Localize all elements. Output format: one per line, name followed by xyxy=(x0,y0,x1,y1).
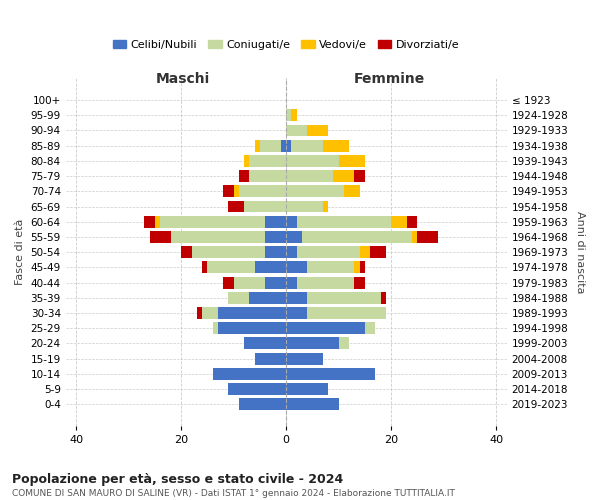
Bar xyxy=(239,186,286,198)
Bar xyxy=(286,124,307,136)
Bar xyxy=(223,186,233,198)
Bar xyxy=(265,216,286,228)
Bar xyxy=(365,322,376,334)
Bar xyxy=(197,307,202,319)
Bar xyxy=(286,200,323,212)
Bar xyxy=(229,383,286,395)
Bar xyxy=(339,338,349,349)
Text: Maschi: Maschi xyxy=(155,72,209,86)
Bar xyxy=(307,292,381,304)
Bar xyxy=(391,216,407,228)
Bar xyxy=(155,216,160,228)
Bar xyxy=(292,140,323,151)
Bar xyxy=(250,292,286,304)
Bar xyxy=(302,231,412,243)
Bar xyxy=(307,262,355,274)
Bar xyxy=(286,322,365,334)
Bar xyxy=(355,276,365,288)
Bar xyxy=(212,322,218,334)
Bar xyxy=(254,352,286,364)
Bar xyxy=(360,262,365,274)
Bar xyxy=(307,307,386,319)
Legend: Celibi/Nubili, Coniugati/e, Vedovi/e, Divorziati/e: Celibi/Nubili, Coniugati/e, Vedovi/e, Di… xyxy=(109,35,464,54)
Bar xyxy=(229,292,250,304)
Bar xyxy=(323,140,349,151)
Bar xyxy=(355,262,360,274)
Bar xyxy=(355,170,365,182)
Bar xyxy=(286,276,296,288)
Bar xyxy=(292,110,296,121)
Bar xyxy=(381,292,386,304)
Text: COMUNE DI SAN MAURO DI SALINE (VR) - Dati ISTAT 1° gennaio 2024 - Elaborazione T: COMUNE DI SAN MAURO DI SALINE (VR) - Dat… xyxy=(12,489,455,498)
Bar xyxy=(286,246,296,258)
Bar xyxy=(212,368,286,380)
Bar xyxy=(286,110,292,121)
Text: Popolazione per età, sesso e stato civile - 2024: Popolazione per età, sesso e stato civil… xyxy=(12,472,343,486)
Bar xyxy=(286,170,334,182)
Bar xyxy=(334,170,355,182)
Bar xyxy=(286,186,344,198)
Bar xyxy=(286,155,339,167)
Bar xyxy=(250,170,286,182)
Bar xyxy=(286,292,307,304)
Bar xyxy=(244,200,286,212)
Bar xyxy=(229,200,244,212)
Bar xyxy=(244,338,286,349)
Bar xyxy=(170,231,265,243)
Bar xyxy=(286,352,323,364)
Text: Femmine: Femmine xyxy=(354,72,425,86)
Bar xyxy=(202,262,208,274)
Bar xyxy=(149,231,170,243)
Bar xyxy=(260,140,281,151)
Bar xyxy=(296,216,391,228)
Bar xyxy=(281,140,286,151)
Bar xyxy=(218,307,286,319)
Bar xyxy=(286,262,307,274)
Bar xyxy=(265,246,286,258)
Bar xyxy=(181,246,191,258)
Bar xyxy=(223,276,233,288)
Bar xyxy=(286,338,339,349)
Y-axis label: Fasce di età: Fasce di età xyxy=(15,219,25,286)
Bar xyxy=(239,170,250,182)
Bar xyxy=(339,155,365,167)
Bar xyxy=(233,186,239,198)
Bar xyxy=(191,246,265,258)
Bar xyxy=(360,246,370,258)
Bar xyxy=(307,124,328,136)
Bar xyxy=(233,276,265,288)
Bar xyxy=(286,307,307,319)
Bar xyxy=(286,368,376,380)
Bar xyxy=(296,246,360,258)
Bar xyxy=(370,246,386,258)
Bar xyxy=(218,322,286,334)
Bar xyxy=(286,140,292,151)
Bar xyxy=(244,155,250,167)
Bar xyxy=(239,398,286,410)
Bar xyxy=(202,307,218,319)
Bar xyxy=(412,231,418,243)
Bar xyxy=(407,216,418,228)
Bar xyxy=(323,200,328,212)
Bar xyxy=(286,383,328,395)
Bar xyxy=(160,216,265,228)
Bar xyxy=(286,231,302,243)
Bar xyxy=(208,262,254,274)
Bar xyxy=(286,216,296,228)
Bar xyxy=(254,140,260,151)
Bar xyxy=(296,276,355,288)
Bar xyxy=(265,231,286,243)
Bar xyxy=(145,216,155,228)
Bar xyxy=(344,186,360,198)
Bar xyxy=(254,262,286,274)
Bar xyxy=(418,231,439,243)
Bar xyxy=(286,398,339,410)
Bar xyxy=(250,155,286,167)
Bar xyxy=(265,276,286,288)
Y-axis label: Anni di nascita: Anni di nascita xyxy=(575,211,585,294)
